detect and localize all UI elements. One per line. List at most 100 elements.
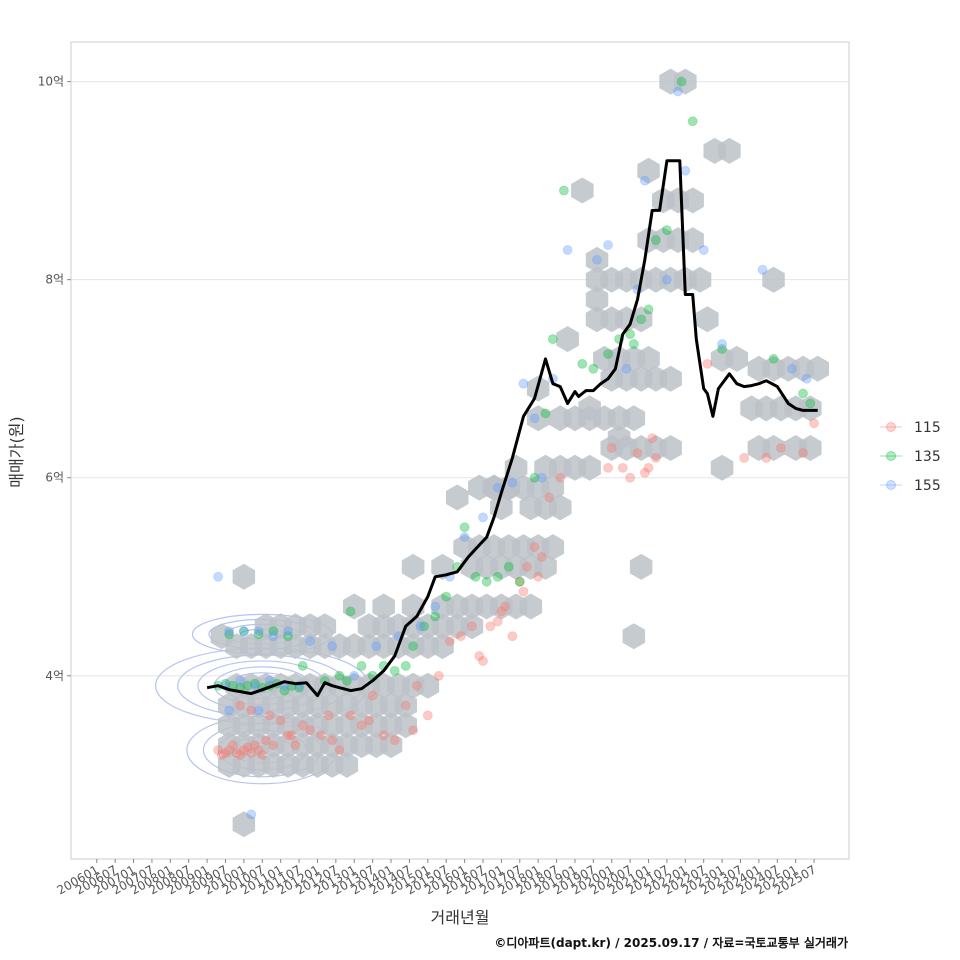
point-135	[242, 680, 253, 691]
point-155	[430, 601, 441, 612]
point-135	[279, 685, 290, 696]
hex-bin	[372, 593, 395, 620]
point-135	[650, 235, 661, 246]
point-135	[400, 660, 411, 671]
point-115	[474, 650, 485, 661]
hex-bin	[622, 405, 646, 432]
point-135	[805, 398, 816, 409]
point-155	[238, 626, 249, 637]
x-axis-title: 거래년월	[431, 908, 490, 927]
hex-bin	[232, 563, 256, 590]
point-115	[650, 452, 661, 463]
point-115	[286, 730, 297, 741]
y-tick-label-2: 8억	[45, 273, 64, 287]
point-115	[334, 745, 345, 756]
point-135	[283, 631, 294, 642]
hex-bin	[674, 68, 697, 95]
hex-bin	[571, 177, 594, 204]
point-135	[514, 576, 525, 587]
point-155	[249, 680, 260, 691]
point-135	[717, 343, 728, 354]
point-135	[798, 388, 809, 399]
point-115	[216, 750, 227, 761]
legend-item-135[interactable]: 135	[880, 449, 941, 465]
legend-label-155: 155	[914, 478, 941, 494]
hex-bin	[431, 633, 454, 660]
hex-bin	[313, 613, 337, 640]
point-115	[625, 472, 636, 483]
point-115	[378, 730, 389, 741]
hex-bin	[394, 712, 417, 739]
point-115	[235, 700, 246, 711]
point-115	[518, 586, 529, 597]
point-135	[253, 629, 264, 640]
point-115	[485, 621, 496, 632]
point-135	[558, 185, 569, 196]
point-115	[529, 542, 540, 553]
point-135	[356, 660, 367, 671]
point-115	[264, 710, 275, 721]
point-135	[628, 339, 639, 350]
point-115	[477, 655, 488, 666]
point-115	[466, 621, 477, 632]
hex-bin	[762, 266, 785, 293]
legend: 115 135 155	[880, 420, 941, 494]
point-115	[422, 710, 433, 721]
point-115	[227, 740, 238, 751]
point-135	[341, 675, 352, 686]
point-115	[500, 601, 511, 612]
hex-bin	[534, 553, 557, 580]
point-115	[408, 725, 419, 736]
point-155	[264, 675, 275, 686]
point-115	[496, 606, 507, 617]
hex-bin	[637, 157, 660, 184]
point-155	[507, 477, 518, 488]
point-155	[757, 264, 768, 275]
hex-bin	[541, 534, 565, 561]
point-155	[253, 705, 264, 716]
point-115	[257, 750, 268, 761]
scatter-points	[213, 76, 820, 820]
point-115	[260, 735, 271, 746]
point-135	[687, 116, 698, 127]
x-axis-ticks: 2006012006072007012007072008012008072009…	[55, 859, 819, 898]
legend-key-dot-135	[886, 451, 896, 461]
y-tick-label-0: 4억	[45, 669, 64, 683]
point-115	[297, 720, 308, 731]
point-155	[661, 274, 672, 285]
point-135	[625, 329, 636, 340]
hex-bin	[416, 672, 440, 699]
hex-bin	[806, 355, 829, 382]
legend-key-dot-115	[886, 422, 896, 432]
point-115	[555, 472, 566, 483]
point-115	[617, 462, 628, 473]
point-155	[235, 675, 246, 686]
hex-bin	[232, 811, 256, 838]
point-115	[639, 467, 650, 478]
point-155	[371, 641, 382, 652]
point-135	[492, 571, 503, 582]
point-155	[562, 244, 573, 255]
point-115	[323, 710, 334, 721]
point-115	[702, 358, 713, 369]
point-115	[444, 636, 455, 647]
point-135	[529, 472, 540, 483]
point-115	[433, 670, 444, 681]
legend-item-115[interactable]: 115	[880, 420, 941, 436]
point-115	[643, 462, 654, 473]
hex-bin	[799, 435, 822, 461]
hex-bin	[497, 474, 520, 501]
hex-density-layer	[210, 68, 829, 838]
point-115	[367, 690, 378, 701]
point-135	[441, 591, 452, 602]
point-135	[430, 611, 441, 622]
hex-bin	[637, 345, 660, 372]
point-115	[606, 443, 617, 454]
point-135	[577, 358, 588, 369]
point-115	[249, 740, 260, 751]
legend-item-155[interactable]: 155	[880, 478, 941, 494]
point-115	[305, 725, 316, 736]
y-axis-title: 매매가(원)	[7, 416, 26, 487]
point-115	[268, 740, 279, 751]
hex-bin	[762, 435, 785, 461]
